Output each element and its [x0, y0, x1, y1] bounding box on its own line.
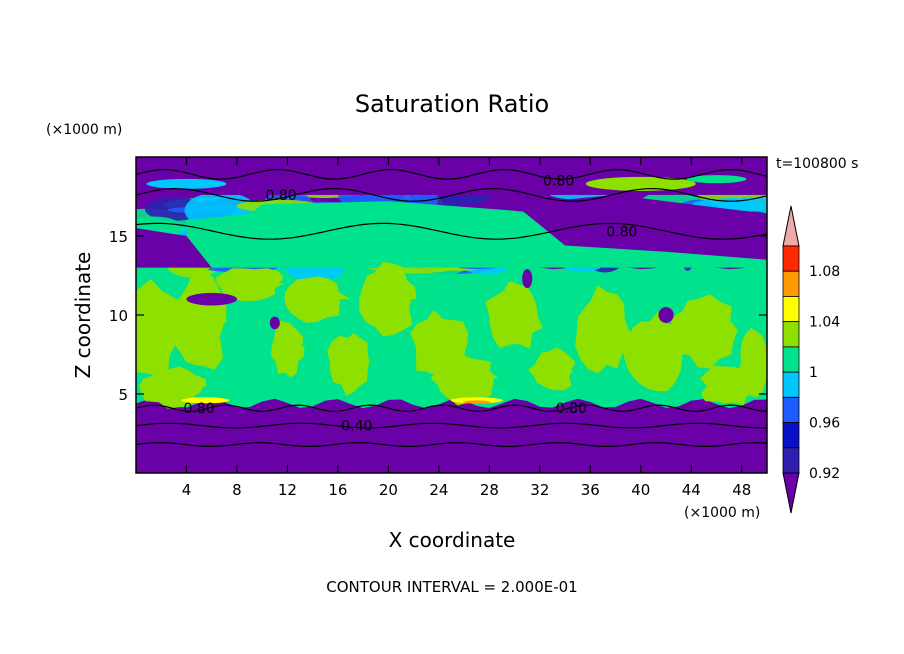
- contour-label: 0.80: [543, 174, 574, 190]
- contour-label: 0.80: [184, 401, 215, 417]
- lime-patches: [136, 261, 767, 409]
- contour-label: 0.40: [341, 419, 372, 435]
- colorbar-box: [782, 371, 800, 398]
- contour-line: [136, 187, 767, 202]
- contour-label: 0.80: [606, 224, 637, 240]
- x-unit-label: (×1000 m): [684, 505, 760, 521]
- contour-line: [136, 422, 767, 429]
- x-tick-label: 20: [379, 481, 398, 499]
- colorbar-bottom-arrow: [782, 472, 800, 514]
- contour-label: 0.80: [266, 188, 297, 204]
- x-tick-label: 36: [581, 481, 600, 499]
- contour-label: 0.80: [556, 401, 587, 417]
- x-tick-label: 28: [480, 481, 499, 499]
- x-tick-label: 4: [182, 481, 192, 499]
- colorbar-label: 0.96: [809, 416, 840, 432]
- colorbar-box: [782, 422, 800, 449]
- y-tick-label: 15: [109, 228, 128, 246]
- contour-lines: 0.80 0.40 0.80 0.80 0.80 0.80: [136, 169, 767, 448]
- colorbar-box: [782, 270, 800, 297]
- x-axis: 4 8 12 16 20 24 28 32 36 40 44 48: [182, 157, 751, 499]
- y-tick-label: 5: [118, 386, 128, 404]
- colorbar-top-arrow: [782, 205, 800, 247]
- contour-field: [136, 157, 767, 473]
- colorbar-box: [782, 346, 800, 373]
- contour-line: [136, 442, 767, 448]
- x-tick-label: 24: [429, 481, 448, 499]
- band-upper-mixed: [136, 158, 767, 283]
- colorbar-label: 0.92: [809, 466, 840, 482]
- x-tick-label: 12: [278, 481, 297, 499]
- x-axis-label: X coordinate: [389, 528, 516, 552]
- time-label: t=100800 s: [776, 156, 858, 172]
- x-tick-label: 16: [328, 481, 347, 499]
- x-tick-label: 32: [530, 481, 549, 499]
- y-unit-label: (×1000 m): [46, 122, 122, 138]
- x-tick-label: 44: [682, 481, 701, 499]
- y-axis-label: Z coordinate: [71, 252, 95, 379]
- colorbar-label: 1.04: [809, 315, 840, 331]
- x-tick-label: 8: [232, 481, 242, 499]
- colorbar-box: [782, 396, 800, 423]
- y-axis: 5 10 15: [109, 228, 767, 404]
- colorbar-box: [782, 321, 800, 348]
- footer-note: CONTOUR INTERVAL = 2.000E-01: [326, 578, 577, 596]
- colorbar-box: [782, 296, 800, 323]
- colorbar: 0.92 0.96 1 1.04 1.08: [782, 205, 840, 514]
- colorbar-label: 1: [809, 365, 818, 381]
- colorbar-box: [782, 245, 800, 272]
- contour-line: [136, 404, 767, 413]
- x-tick-label: 40: [631, 481, 650, 499]
- x-tick-label: 48: [732, 481, 751, 499]
- contour-line: [136, 222, 767, 240]
- colorbar-box: [782, 447, 800, 474]
- y-tick-label: 10: [109, 307, 128, 325]
- colorbar-label: 1.08: [809, 264, 840, 280]
- contour-line: [136, 169, 767, 180]
- chart-title: Saturation Ratio: [355, 90, 549, 118]
